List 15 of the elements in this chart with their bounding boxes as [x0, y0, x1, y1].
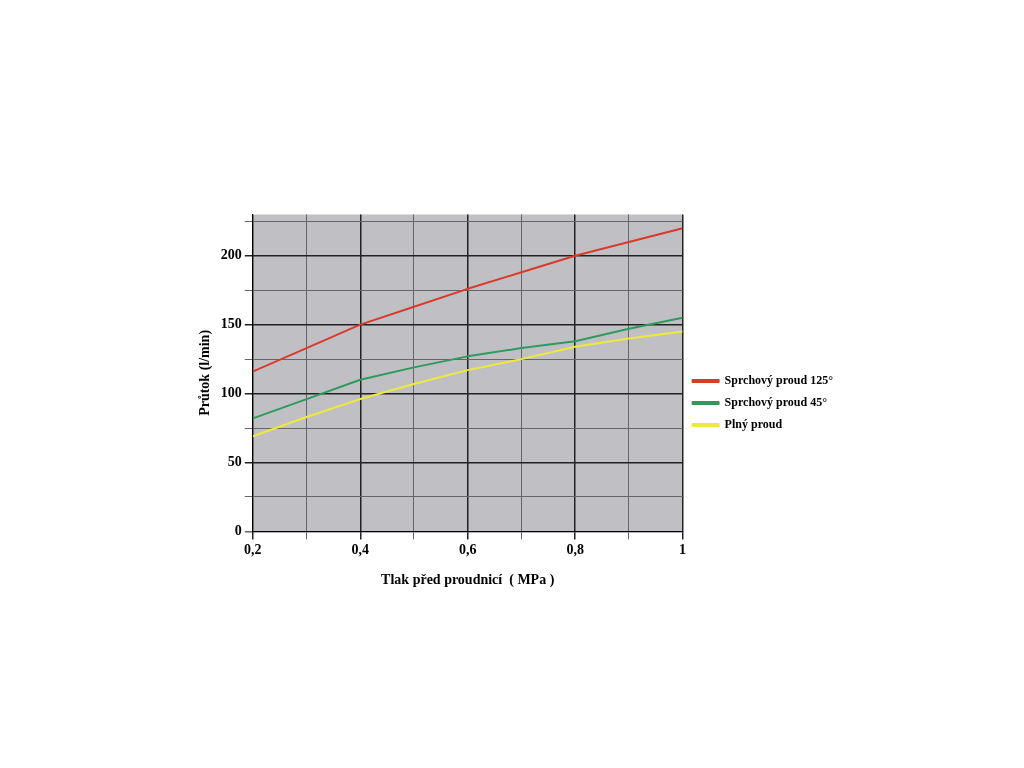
y-tick-label: 150 — [220, 316, 242, 332]
x-tick-label: 0,6 — [458, 542, 477, 558]
legend-label: Plný proud — [724, 417, 783, 432]
x-tick-label: 1 — [679, 542, 687, 558]
y-tick-label: 200 — [220, 247, 242, 263]
x-tick-label: 0,4 — [351, 542, 369, 558]
y-tick-label: 50 — [227, 454, 242, 470]
y-axis-title: Průtok (l/min) — [197, 329, 214, 416]
x-tick-label: 0,8 — [566, 542, 584, 558]
legend-label: Sprchový proud 45° — [724, 395, 828, 410]
x-tick-label: 0,2 — [244, 542, 262, 558]
y-tick-label: 100 — [220, 385, 242, 401]
x-axis-title: Tlak před proudnicí ( MPa ) — [381, 572, 555, 589]
y-tick-label: 0 — [234, 523, 242, 539]
legend-label: Sprchový proud 125° — [724, 373, 834, 388]
